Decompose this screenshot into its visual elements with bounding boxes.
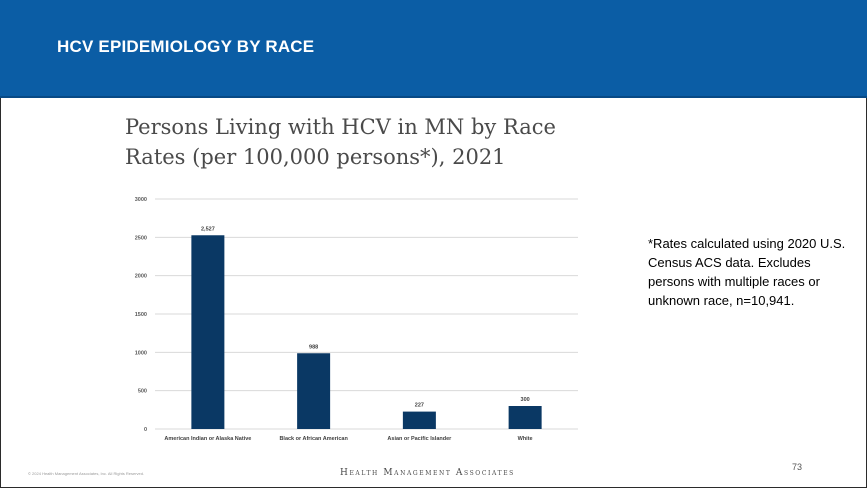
chart-title-line1: Persons Living with HCV in MN by Race xyxy=(125,115,556,139)
y-tick-label: 1500 xyxy=(135,312,147,318)
data-label: 300 xyxy=(521,397,530,403)
bar xyxy=(297,353,331,429)
bars xyxy=(191,235,542,429)
bar xyxy=(508,406,542,429)
data-label: 2,527 xyxy=(201,226,215,232)
x-tick-label: Black or African American xyxy=(279,436,348,442)
x-tick-label: American Indian or Alaska Native xyxy=(164,436,251,442)
bar xyxy=(402,411,436,429)
y-tick-label: 0 xyxy=(144,427,147,433)
y-tick-label: 2000 xyxy=(135,274,147,280)
data-labels: 2,527 988 227 300 xyxy=(201,226,530,408)
bar xyxy=(191,235,225,429)
x-axis-tick-labels: American Indian or Alaska Native Black or… xyxy=(164,436,532,442)
x-tick-label: Asian or Pacific Islander xyxy=(387,436,452,442)
organization-logo: Health Management Associates xyxy=(340,468,515,478)
gridlines xyxy=(155,198,578,430)
page-number: 73 xyxy=(792,462,803,472)
chart-title-line2: Rates (per 100,000 persons*), 2021 xyxy=(125,145,506,169)
data-label: 988 xyxy=(309,344,318,350)
y-tick-label: 2500 xyxy=(135,235,147,241)
copyright-text: © 2024 Health Management Associates, Inc… xyxy=(28,471,145,476)
y-axis-tick-labels: 0 500 1000 1500 2000 2500 3000 xyxy=(135,197,147,433)
y-tick-label: 3000 xyxy=(135,197,147,203)
data-label: 227 xyxy=(415,403,424,409)
slide-title: HCV EPIDEMIOLOGY BY RACE xyxy=(57,37,315,56)
footnote: *Rates calculated using 2020 U.S. Census… xyxy=(648,236,846,308)
y-tick-label: 500 xyxy=(138,389,147,395)
y-tick-label: 1000 xyxy=(135,350,147,356)
header-band: HCV EPIDEMIOLOGY BY RACE xyxy=(0,0,867,98)
chart-title: Persons Living with HCV in MN by Race Ra… xyxy=(125,112,605,172)
x-tick-label: White xyxy=(518,436,533,442)
